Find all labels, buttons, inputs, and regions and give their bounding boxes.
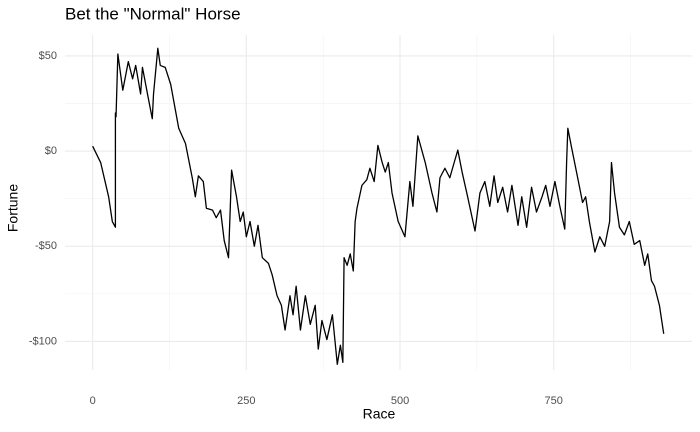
x-tick-label: 250 bbox=[237, 395, 255, 407]
x-tick-label: 750 bbox=[545, 395, 563, 407]
data-line bbox=[92, 47, 665, 365]
y-axis-title: Fortune bbox=[5, 184, 21, 232]
x-tick-label: 0 bbox=[90, 395, 96, 407]
chart-title: Bet the "Normal" Horse bbox=[65, 4, 241, 23]
y-tick-label: -$100 bbox=[29, 335, 57, 347]
x-axis-title: Race bbox=[363, 406, 396, 422]
y-tick-label: $0 bbox=[45, 145, 57, 157]
y-tick-label: -$50 bbox=[35, 240, 57, 252]
y-tick-label: $50 bbox=[39, 50, 57, 62]
x-tick-label: 500 bbox=[391, 395, 409, 407]
